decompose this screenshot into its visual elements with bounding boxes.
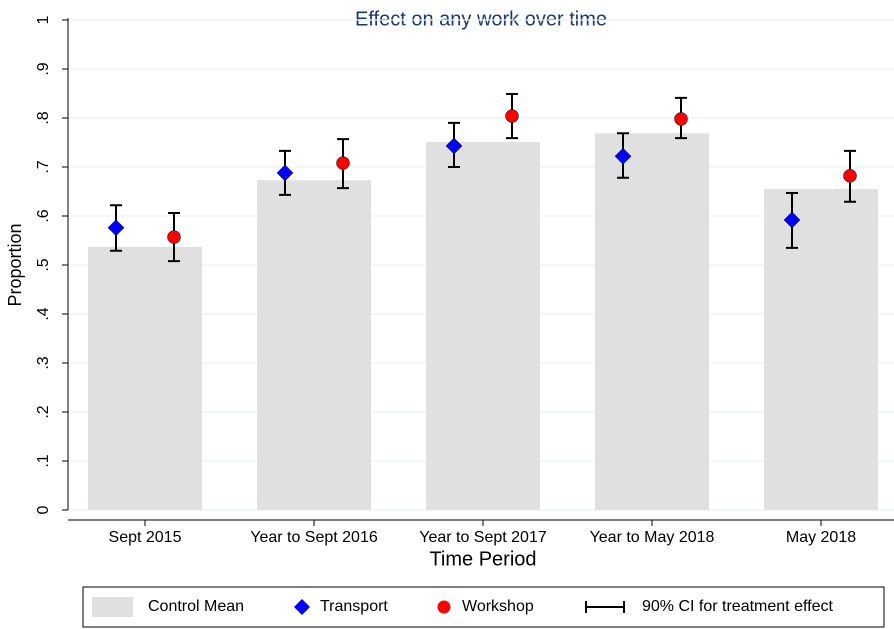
x-tick-label: Year to May 2018 [590, 529, 715, 546]
y-tick-label: .9 [35, 62, 52, 75]
x-tick-label: May 2018 [786, 529, 856, 546]
point [614, 147, 632, 165]
point [505, 109, 519, 123]
y-tick-label: 0 [35, 505, 52, 514]
x-axis-label: Time Period [429, 548, 536, 570]
point [336, 156, 350, 170]
point [783, 211, 801, 229]
x-tick-label: Year to Sept 2016 [250, 529, 378, 546]
y-tick-label: 1 [35, 15, 52, 24]
point [445, 137, 463, 155]
y-tick-label: .5 [35, 258, 52, 271]
legend-label: Transport [320, 598, 388, 615]
legend-label: 90% CI for treatment effect [642, 598, 833, 615]
bar [764, 189, 878, 511]
y-tick-label: .2 [35, 405, 52, 418]
legend-label: Workshop [462, 598, 534, 615]
point [167, 230, 181, 244]
x-tick-label: Sept 2015 [109, 529, 182, 546]
y-axis-label: Proportion [5, 223, 25, 306]
legend-swatch [92, 597, 133, 617]
point [107, 219, 125, 237]
bar [88, 246, 202, 510]
y-tick-label: .1 [35, 454, 52, 467]
y-tick-label: .7 [35, 160, 52, 173]
y-tick-label: .3 [35, 356, 52, 369]
legend-ci-symbol [585, 601, 625, 613]
bar [426, 142, 540, 510]
legend-marker [294, 599, 310, 615]
y-tick-label: .4 [35, 307, 52, 320]
point [843, 169, 857, 183]
bar [595, 133, 709, 510]
legend-label: Control Mean [148, 598, 244, 615]
legend-box [82, 586, 885, 628]
point [674, 112, 688, 126]
point [276, 164, 294, 182]
chart-title: Effect on any work over time [355, 8, 607, 30]
y-tick-label: .6 [35, 209, 52, 222]
y-tick-label: .8 [35, 111, 52, 124]
legend-marker [437, 600, 451, 614]
bar [257, 180, 371, 511]
x-tick-label: Year to Sept 2017 [419, 529, 547, 546]
